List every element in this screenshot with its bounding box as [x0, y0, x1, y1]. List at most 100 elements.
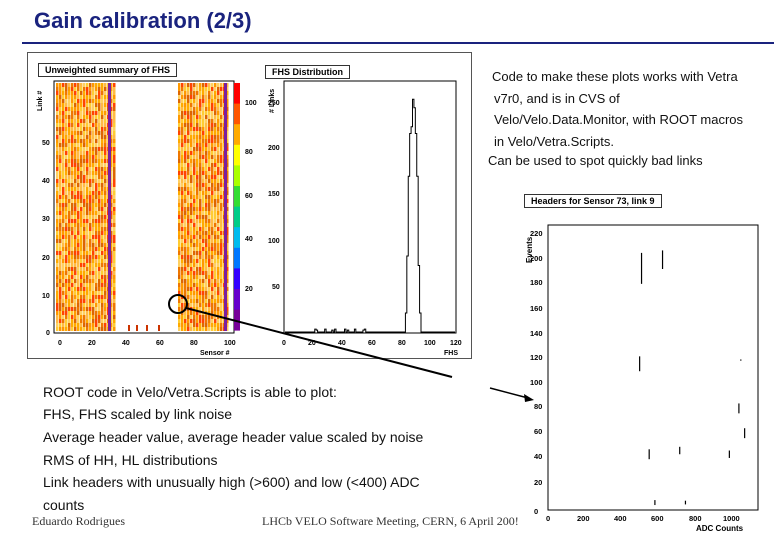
heatmap-cell — [71, 171, 74, 175]
heatmap-cell — [62, 183, 65, 187]
heatmap-cell — [80, 271, 83, 275]
heatmap-cell — [95, 247, 98, 251]
heatmap-cell — [68, 107, 71, 111]
heatmap-cell — [62, 235, 65, 239]
heatmap-cell — [65, 139, 68, 143]
heatmap-cell — [113, 223, 116, 227]
heatmap-cell — [202, 235, 205, 239]
summary-xlabel: Sensor # — [200, 350, 230, 357]
heatmap-cell — [65, 107, 68, 111]
heatmap-cell — [92, 199, 95, 203]
heatmap-cell — [83, 111, 86, 115]
heatmap-cell — [77, 83, 80, 87]
heatmap-cell — [205, 259, 208, 263]
heatmap-cell — [196, 299, 199, 303]
heatmap-cell — [56, 231, 59, 235]
heatmap-cell — [205, 103, 208, 107]
heatmap-cell — [71, 327, 74, 331]
heatmap-cell — [208, 175, 211, 179]
heatmap-cell — [217, 143, 220, 147]
heatmap-cell — [77, 99, 80, 103]
heatmap-cell — [110, 235, 113, 239]
heatmap-cell — [101, 111, 104, 115]
heatmap-cell — [104, 235, 107, 239]
summary-xtick-80: 80 — [190, 340, 198, 347]
heatmap-cell — [205, 155, 208, 159]
heatmap-cell — [68, 155, 71, 159]
heatmap-cell — [187, 223, 190, 227]
heatmap-cell — [98, 291, 101, 295]
heatmap-cell — [187, 315, 190, 319]
heatmap-cell — [95, 291, 98, 295]
heatmap-cell — [71, 239, 74, 243]
heatmap-cell — [205, 167, 208, 171]
heatmap-cell — [113, 135, 116, 139]
heatmap-cell — [62, 123, 65, 127]
heatmap-cell — [71, 199, 74, 203]
heatmap-cell — [89, 267, 92, 271]
heatmap-cell — [68, 267, 71, 271]
heatmap-cell — [193, 303, 196, 307]
heatmap-cell — [193, 135, 196, 139]
heatmap-cell — [214, 211, 217, 215]
heatmap-cell — [211, 291, 214, 295]
heatmap-cell — [190, 139, 193, 143]
heatmap-cell — [113, 251, 116, 255]
heatmap-cell — [196, 271, 199, 275]
heatmap-cell — [80, 267, 83, 271]
heatmap-cell — [199, 155, 202, 159]
heatmap-cell — [77, 187, 80, 191]
heatmap-cell — [113, 175, 116, 179]
heatmap-cell — [68, 271, 71, 275]
heatmap-cell — [74, 159, 77, 163]
heatmap-cell — [101, 199, 104, 203]
heatmap-cell — [208, 123, 211, 127]
heatmap-cell — [205, 299, 208, 303]
fhs-ytick-50: 50 — [272, 284, 280, 291]
heatmap-cell — [77, 119, 80, 123]
heatmap-cell — [178, 131, 181, 135]
heatmap-cell — [220, 243, 223, 247]
heatmap-cell — [74, 195, 77, 199]
heatmap-cell — [71, 247, 74, 251]
heatmap-cell — [89, 167, 92, 171]
heatmap-cell — [110, 151, 113, 155]
heatmap-cell — [217, 151, 220, 155]
heatmap-cell — [184, 87, 187, 91]
heatmap-cell — [196, 151, 199, 155]
heatmap-cell — [205, 83, 208, 87]
heatmap-cell — [83, 143, 86, 147]
heatmap-cell — [80, 159, 83, 163]
heatmap-cell — [193, 315, 196, 319]
heatmap-cell — [199, 167, 202, 171]
heatmap-cell — [214, 223, 217, 227]
heatmap-cell — [80, 243, 83, 247]
heatmap-cell — [74, 275, 77, 279]
heatmap-cell — [199, 311, 202, 315]
heatmap-cell — [77, 163, 80, 167]
heatmap-cell — [178, 83, 181, 87]
heatmap-cell — [110, 327, 113, 331]
heatmap-cell — [71, 87, 74, 91]
heatmap-cell — [98, 167, 101, 171]
heatmap-cell — [193, 183, 196, 187]
heatmap-cell — [86, 183, 89, 187]
heatmap-cell — [226, 267, 229, 271]
heatmap-cell — [65, 163, 68, 167]
heatmap-cell — [71, 195, 74, 199]
heatmap-cell — [77, 215, 80, 219]
heatmap-cell — [196, 195, 199, 199]
heatmap-cell — [113, 211, 116, 215]
heatmap-cell — [181, 223, 184, 227]
heatmap-cell — [217, 95, 220, 99]
heatmap-cell — [95, 131, 98, 135]
heatmap-cell — [211, 107, 214, 111]
heatmap-cell — [77, 167, 80, 171]
heatmap-cell — [74, 131, 77, 135]
heatmap-cell — [211, 127, 214, 131]
heatmap-cell — [205, 327, 208, 331]
heatmap-cell — [59, 87, 62, 91]
heatmap-cell — [101, 219, 104, 223]
heatmap-cell — [86, 179, 89, 183]
heatmap-cell — [62, 231, 65, 235]
